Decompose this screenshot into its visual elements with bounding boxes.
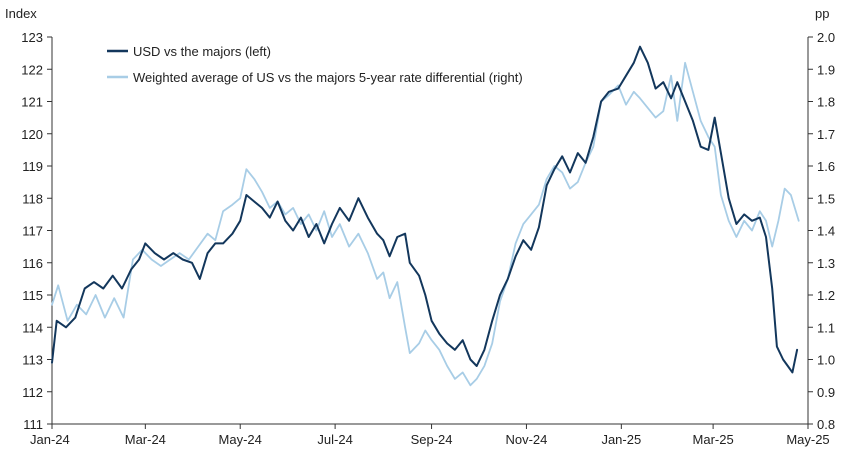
right-axis: pp 0.8 0.9 1.0 1.1 1.2 1.3 1.4 1.5 1.6 1.7 1.8 1.9 2…	[807, 6, 835, 432]
left-axis: Index 111 112 113 114 115 116 117 118 119 120 121 1…	[5, 6, 53, 432]
right-tick-label: 1.4	[817, 224, 835, 239]
left-tick-label: 114	[22, 320, 43, 335]
left-axis-unit: Index	[5, 6, 37, 21]
x-tick-label: Jan-25	[601, 432, 641, 447]
left-tick-label: 113	[22, 353, 43, 368]
left-tick-label: 115	[22, 288, 43, 303]
left-tick-label: 118	[22, 191, 43, 206]
left-tick-label: 122	[21, 62, 43, 77]
right-tick-label: 1.5	[817, 191, 835, 206]
right-tick-label: 1.7	[817, 127, 835, 142]
left-tick-label: 112	[22, 385, 43, 400]
right-tick-label: 1.3	[817, 256, 835, 271]
right-tick-label: 0.9	[817, 385, 835, 400]
series-line-usd-vs-majors	[51, 45, 799, 374]
right-tick-label: 2.0	[817, 30, 835, 45]
left-tick-label: 120	[21, 127, 43, 142]
right-tick-label: 1.6	[817, 159, 835, 174]
left-tick-label: 116	[22, 256, 43, 271]
x-tick-label: Mar-25	[693, 432, 734, 447]
legend: USD vs the majors (left) Weighted average…	[107, 44, 523, 85]
x-tick-label: May-25	[786, 432, 829, 447]
series-layer	[51, 45, 800, 387]
right-tick-label: 1.2	[817, 288, 835, 303]
series-line-rate-differential	[51, 61, 800, 387]
right-tick-label: 1.9	[817, 62, 835, 77]
legend-label: Weighted average of US vs the majors 5-y…	[133, 70, 523, 85]
left-tick-label: 123	[21, 30, 43, 45]
left-tick-label: 117	[22, 224, 43, 239]
left-tick-label: 111	[23, 417, 43, 432]
right-tick-label: 1.0	[817, 353, 835, 368]
right-tick-label: 1.8	[817, 95, 835, 110]
x-tick-label: Mar-24	[125, 432, 166, 447]
x-tick-label: Nov-24	[505, 432, 547, 447]
left-tick-label: 119	[22, 159, 43, 174]
legend-label: USD vs the majors (left)	[133, 44, 271, 59]
x-tick-label: Sep-24	[411, 432, 453, 447]
x-tick-label: Jan-24	[30, 432, 70, 447]
x-tick-label: May-24	[219, 432, 262, 447]
x-axis: Jan-24 Mar-24 May-24 Jul-24 Sep-24 Nov-24 Jan-…	[30, 423, 830, 447]
right-axis-unit: pp	[815, 6, 829, 21]
left-tick-label: 121	[21, 95, 43, 110]
right-tick-label: 1.1	[817, 320, 835, 335]
right-tick-label: 0.8	[817, 417, 835, 432]
x-tick-label: Jul-24	[317, 432, 352, 447]
